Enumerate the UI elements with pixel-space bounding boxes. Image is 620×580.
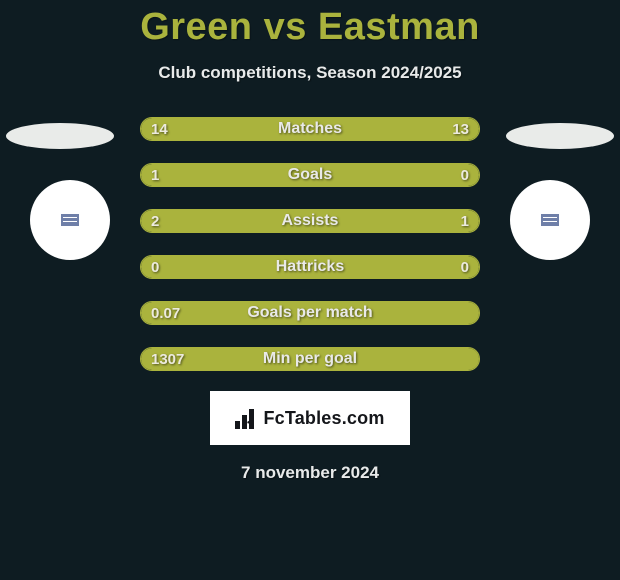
stat-bar-right — [367, 210, 479, 232]
fctables-logo[interactable]: FcTables.com — [210, 391, 410, 445]
stat-bar-left — [141, 256, 310, 278]
stat-bar-left — [141, 164, 401, 186]
player-left-badge — [30, 180, 110, 260]
stat-bar-right — [401, 164, 479, 186]
stat-row-goals: 1 Goals 0 — [140, 163, 480, 187]
player-right-ellipse — [506, 123, 614, 149]
stat-bar-left — [141, 210, 367, 232]
stat-bar-left — [141, 118, 317, 140]
stat-bar-right — [310, 256, 479, 278]
footer-date: 7 november 2024 — [0, 463, 620, 483]
placeholder-icon — [61, 214, 79, 226]
page-title: Green vs Eastman — [0, 0, 620, 49]
fctables-logo-text: FcTables.com — [263, 408, 384, 429]
player-left-ellipse — [6, 123, 114, 149]
stats-container: 14 Matches 13 1 Goals 0 2 Assists 1 0 Ha… — [140, 117, 480, 371]
stat-bar-right — [317, 118, 479, 140]
stat-row-matches: 14 Matches 13 — [140, 117, 480, 141]
stat-row-min-per-goal: 1307 Min per goal — [140, 347, 480, 371]
fctables-logo-icon — [235, 407, 257, 429]
stat-bar-left — [141, 302, 479, 324]
stat-row-goals-per-match: 0.07 Goals per match — [140, 301, 480, 325]
placeholder-icon — [541, 214, 559, 226]
player-right-badge — [510, 180, 590, 260]
stat-row-hattricks: 0 Hattricks 0 — [140, 255, 480, 279]
stat-row-assists: 2 Assists 1 — [140, 209, 480, 233]
page-subtitle: Club competitions, Season 2024/2025 — [0, 63, 620, 83]
stat-bar-left — [141, 348, 479, 370]
